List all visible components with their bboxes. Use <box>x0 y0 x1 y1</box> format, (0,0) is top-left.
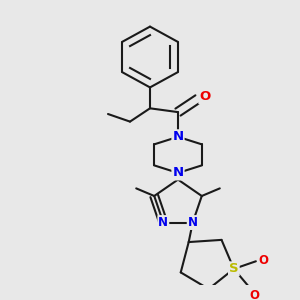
Text: N: N <box>172 130 184 143</box>
Text: N: N <box>158 216 168 229</box>
Text: S: S <box>229 262 239 275</box>
Text: N: N <box>172 167 184 179</box>
Text: O: O <box>250 289 260 300</box>
Text: N: N <box>188 216 198 229</box>
Text: O: O <box>200 90 211 104</box>
Text: O: O <box>259 254 269 267</box>
